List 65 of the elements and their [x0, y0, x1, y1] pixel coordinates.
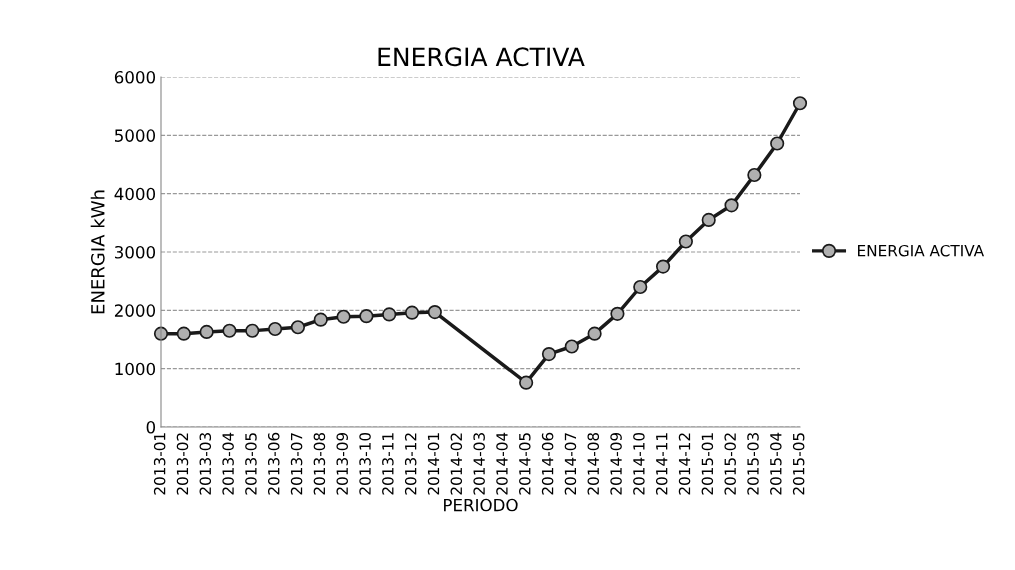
y-tick-label: 3000	[114, 245, 156, 259]
point	[564, 339, 579, 354]
point	[336, 309, 351, 324]
x-tick-label: 2013-08	[313, 432, 326, 495]
point	[222, 323, 237, 338]
x-tick-label: 2015-02	[724, 433, 736, 495]
x-tick-label: 2015-03	[747, 433, 759, 495]
y-tick-label: 4000	[114, 187, 156, 201]
x-tick-label: 2014-04	[496, 432, 508, 495]
x-tick-label: 2014-03	[473, 433, 485, 495]
x-tick-label: 2013-05	[245, 433, 257, 495]
x-tick-label: 2013-12	[404, 433, 417, 495]
point	[176, 326, 191, 341]
point	[678, 234, 693, 249]
x-tick-label: 2013-03	[199, 433, 212, 495]
x-axis-title: PERIODO	[444, 498, 518, 512]
x-tick-label: 2014-09	[610, 432, 622, 495]
x-tick-label: 2013-01	[153, 433, 166, 495]
y-tick-label: 6000	[114, 70, 156, 84]
x-tick-label: 2013-10	[359, 432, 371, 495]
point	[701, 212, 716, 228]
chart-title: ENERGIA ACTIVA	[378, 47, 585, 67]
point	[427, 304, 442, 320]
y-tick-label: 2000	[114, 304, 156, 317]
point	[610, 306, 625, 321]
point	[541, 346, 557, 362]
point	[290, 320, 306, 335]
point	[633, 279, 648, 295]
x-tick-label: 2014-02	[450, 433, 463, 495]
x-tick-label: 2014-07	[564, 433, 577, 495]
x-tick-label: 2014-01	[427, 433, 440, 495]
point	[770, 136, 785, 151]
point	[359, 309, 374, 324]
x-tick-label: 2015-05	[792, 433, 805, 495]
point	[245, 323, 260, 338]
y-tick-label: 5000	[115, 129, 156, 142]
x-tick-label: 2013-11	[382, 433, 394, 495]
point	[404, 305, 420, 320]
point	[792, 96, 808, 111]
point	[199, 324, 214, 340]
point	[519, 375, 534, 390]
y-axis-title: ENERGIA kWh	[90, 190, 105, 314]
x-tick-label: 2015-04	[770, 432, 782, 495]
legend-label: ENERGIA ACTIVA	[858, 244, 985, 257]
point	[724, 198, 739, 213]
point	[587, 326, 602, 341]
point	[747, 167, 762, 183]
point	[268, 321, 283, 337]
point	[382, 307, 397, 322]
x-tick-label: 2014-05	[519, 433, 531, 495]
x-tick-label: 2013-06	[267, 432, 280, 495]
y-tick-label: 1000	[115, 362, 156, 376]
point	[655, 259, 671, 274]
x-tick-label: 2015-01	[701, 433, 714, 495]
x-tick-label: 2013-07	[290, 433, 303, 495]
x-tick-label: 2014-11	[655, 433, 668, 495]
x-tick-label: 2013-04	[222, 432, 234, 495]
x-tick-label: 2013-09	[336, 432, 348, 495]
x-tick-label: 2014-12	[678, 433, 691, 495]
x-tick-label: 2014-08	[587, 432, 600, 495]
x-tick-label: 2014-06	[541, 432, 554, 495]
x-tick-label: 2014-10	[633, 432, 645, 495]
y-tick-label: 0	[146, 420, 156, 434]
point	[313, 312, 328, 327]
x-tick-label: 2013-02	[176, 433, 189, 495]
